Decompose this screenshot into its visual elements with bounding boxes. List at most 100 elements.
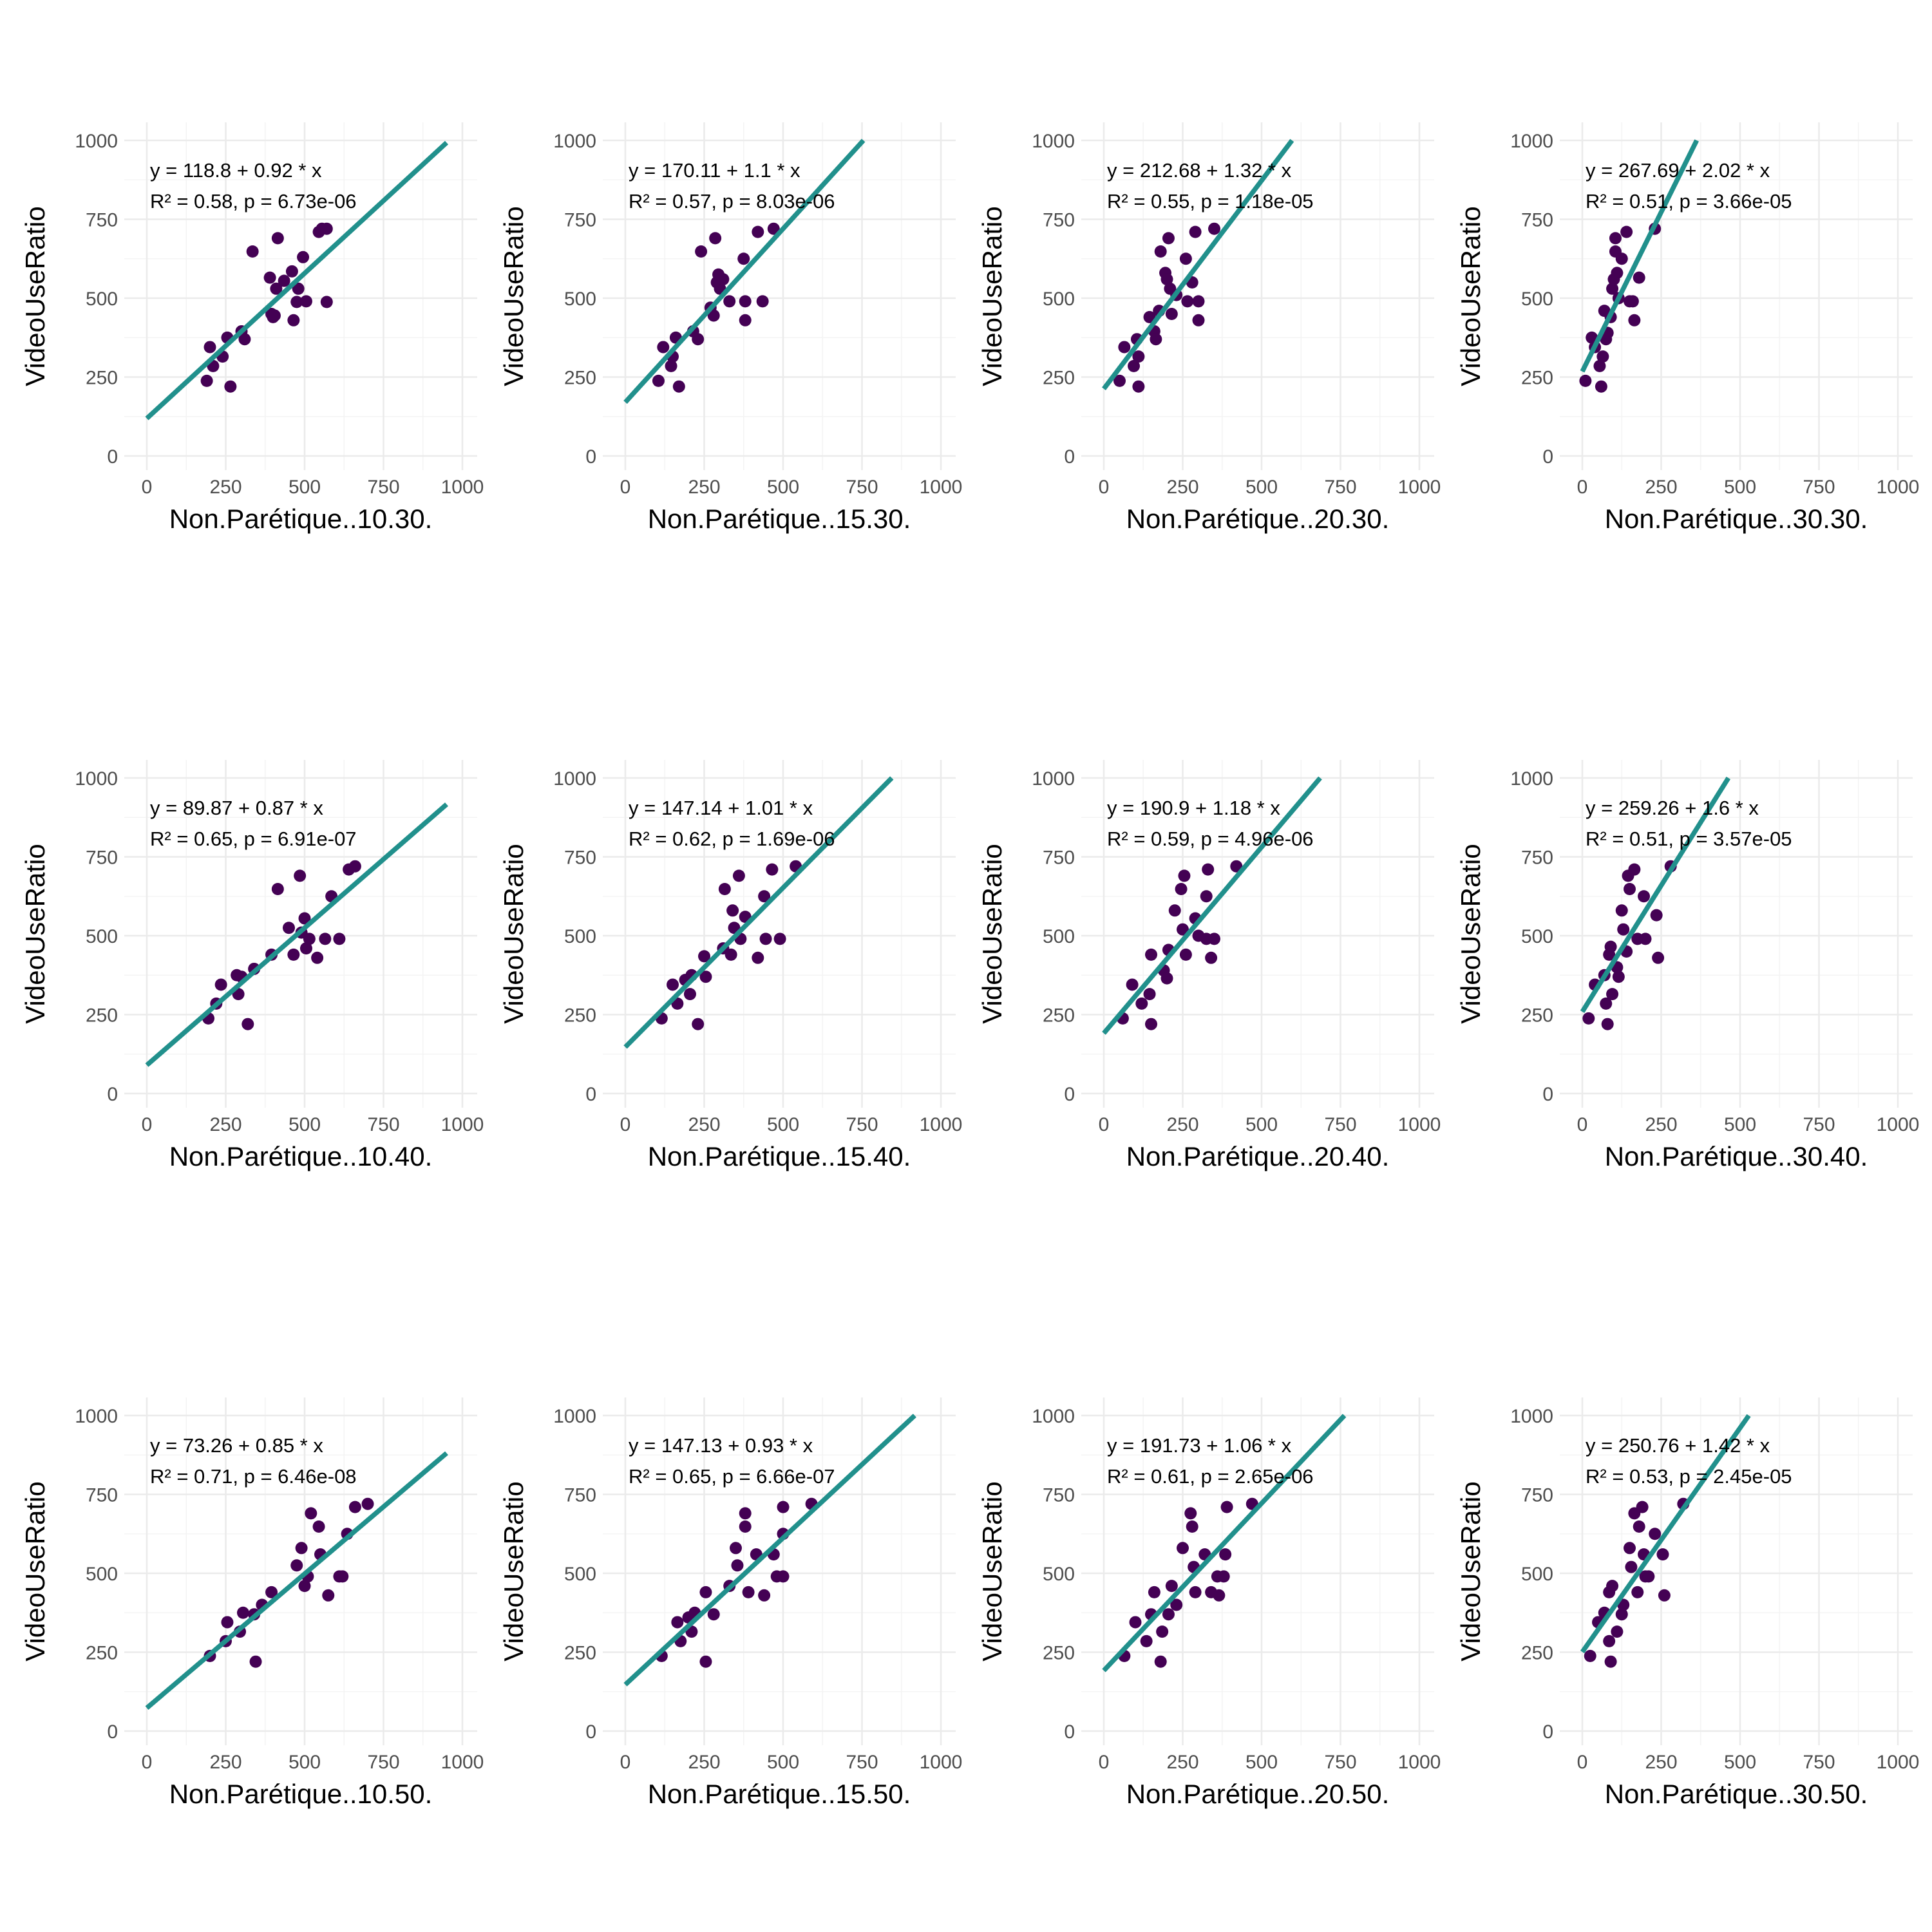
regression-equation: y = 191.73 + 1.06 * x <box>1107 1434 1292 1457</box>
data-point <box>1617 923 1630 936</box>
y-tick-label: 0 <box>1064 446 1075 468</box>
y-tick-label: 0 <box>107 1084 118 1105</box>
x-axis-title: Non.Parétique..20.40. <box>1126 1141 1390 1171</box>
regression-stats: R² = 0.57, p = 8.03e-06 <box>629 190 835 213</box>
x-axis-title: Non.Parétique..10.30. <box>169 504 433 534</box>
x-tick-label: 1000 <box>1398 1752 1441 1773</box>
regression-stats: R² = 0.71, p = 6.46e-08 <box>150 1465 357 1488</box>
x-tick-label: 750 <box>846 1114 878 1135</box>
data-point <box>1582 1012 1595 1025</box>
data-point <box>1162 232 1175 245</box>
data-point <box>297 251 310 263</box>
regression-equation: y = 267.69 + 2.02 * x <box>1586 159 1770 182</box>
data-point <box>238 333 251 346</box>
data-point <box>657 341 670 354</box>
y-tick-label: 250 <box>564 1643 596 1664</box>
x-tick-label: 250 <box>1166 1752 1198 1773</box>
y-tick-label: 1000 <box>1032 131 1075 152</box>
x-axis-title: Non.Parétique..10.50. <box>169 1779 433 1809</box>
data-point <box>292 282 305 295</box>
data-point <box>1584 1649 1596 1662</box>
data-point <box>1586 331 1598 344</box>
y-tick-label: 0 <box>585 1084 596 1105</box>
data-point <box>1170 1598 1183 1611</box>
data-point <box>717 273 730 286</box>
x-axis-title: Non.Parétique..30.30. <box>1605 504 1868 534</box>
y-tick-label: 500 <box>1521 289 1553 310</box>
data-point <box>777 1570 790 1583</box>
x-axis-title: Non.Parétique..15.50. <box>648 1779 911 1809</box>
data-point <box>295 1542 308 1555</box>
data-point <box>698 950 710 963</box>
data-point <box>1129 1616 1142 1629</box>
y-tick-label: 750 <box>1043 1485 1075 1506</box>
scatter-panel: 0 250 500 750 1000 0 250 500 750 1000 Non.Parétiqu… <box>498 122 962 534</box>
data-point <box>1165 1580 1178 1593</box>
y-tick-label: 0 <box>1064 1084 1075 1105</box>
data-point <box>1620 225 1633 238</box>
x-tick-label: 250 <box>209 1114 242 1135</box>
y-tick-label: 500 <box>1521 926 1553 947</box>
scatter-panel: 0 250 500 750 1000 0 250 500 750 1000 Non.Parétiqu… <box>977 122 1441 534</box>
data-point <box>271 232 284 245</box>
data-point <box>692 1018 705 1030</box>
data-point <box>739 1507 752 1520</box>
data-point <box>1148 1586 1160 1598</box>
x-tick-label: 250 <box>688 1752 720 1773</box>
x-tick-label: 750 <box>846 1752 878 1773</box>
regression-stats: R² = 0.65, p = 6.91e-07 <box>150 828 357 850</box>
data-point <box>299 295 312 308</box>
data-point <box>1140 1634 1153 1647</box>
data-point <box>1145 948 1157 961</box>
data-point <box>290 1559 303 1572</box>
data-point <box>1189 225 1202 238</box>
scatter-panel: 0 250 500 750 1000 0 250 500 750 1000 Non.Parétiqu… <box>20 122 484 534</box>
data-point <box>1615 252 1628 265</box>
y-tick-label: 500 <box>1043 1564 1075 1585</box>
data-point <box>1156 1625 1169 1638</box>
x-axis-title: Non.Parétique..15.30. <box>648 504 911 534</box>
y-axis-title: VideoUseRatio <box>20 844 50 1023</box>
data-point <box>1606 282 1619 295</box>
regression-line <box>145 140 449 421</box>
data-point <box>1179 252 1192 265</box>
x-tick-label: 0 <box>1099 477 1110 498</box>
y-tick-label: 1000 <box>75 131 118 152</box>
data-point <box>739 1520 752 1533</box>
y-tick-label: 750 <box>1043 848 1075 869</box>
data-point <box>1113 374 1126 387</box>
y-tick-label: 1000 <box>1032 768 1075 790</box>
data-point <box>1132 350 1145 363</box>
data-point <box>1639 933 1652 945</box>
data-point <box>242 1018 254 1030</box>
data-point <box>726 904 739 917</box>
x-tick-label: 500 <box>289 1114 321 1135</box>
x-tick-label: 750 <box>367 477 399 498</box>
x-tick-label: 750 <box>367 1114 399 1135</box>
y-tick-label: 750 <box>1043 210 1075 231</box>
data-point <box>1642 1570 1655 1583</box>
data-point <box>348 1501 361 1513</box>
data-point <box>320 296 333 308</box>
data-point <box>1593 359 1606 372</box>
data-point <box>1633 1520 1645 1533</box>
data-point <box>1624 1542 1636 1555</box>
data-point <box>1609 232 1622 245</box>
data-point <box>1624 882 1636 895</box>
data-point <box>1200 890 1213 903</box>
y-tick-label: 750 <box>86 210 118 231</box>
data-point <box>319 933 332 945</box>
y-tick-label: 250 <box>1521 1643 1553 1664</box>
data-point <box>766 863 779 876</box>
data-point <box>1178 869 1191 882</box>
x-tick-label: 1000 <box>920 1752 963 1773</box>
y-tick-label: 0 <box>1542 446 1553 468</box>
data-point <box>1611 1625 1624 1638</box>
regression-equation: y = 89.87 + 0.87 * x <box>150 797 323 819</box>
scatter-panel: 0 250 500 750 1000 0 250 500 750 1000 Non.Parétiqu… <box>1455 1397 1919 1809</box>
x-tick-label: 1000 <box>1877 1752 1920 1773</box>
data-point <box>1154 245 1167 258</box>
data-point <box>652 374 665 387</box>
data-point <box>294 869 307 882</box>
